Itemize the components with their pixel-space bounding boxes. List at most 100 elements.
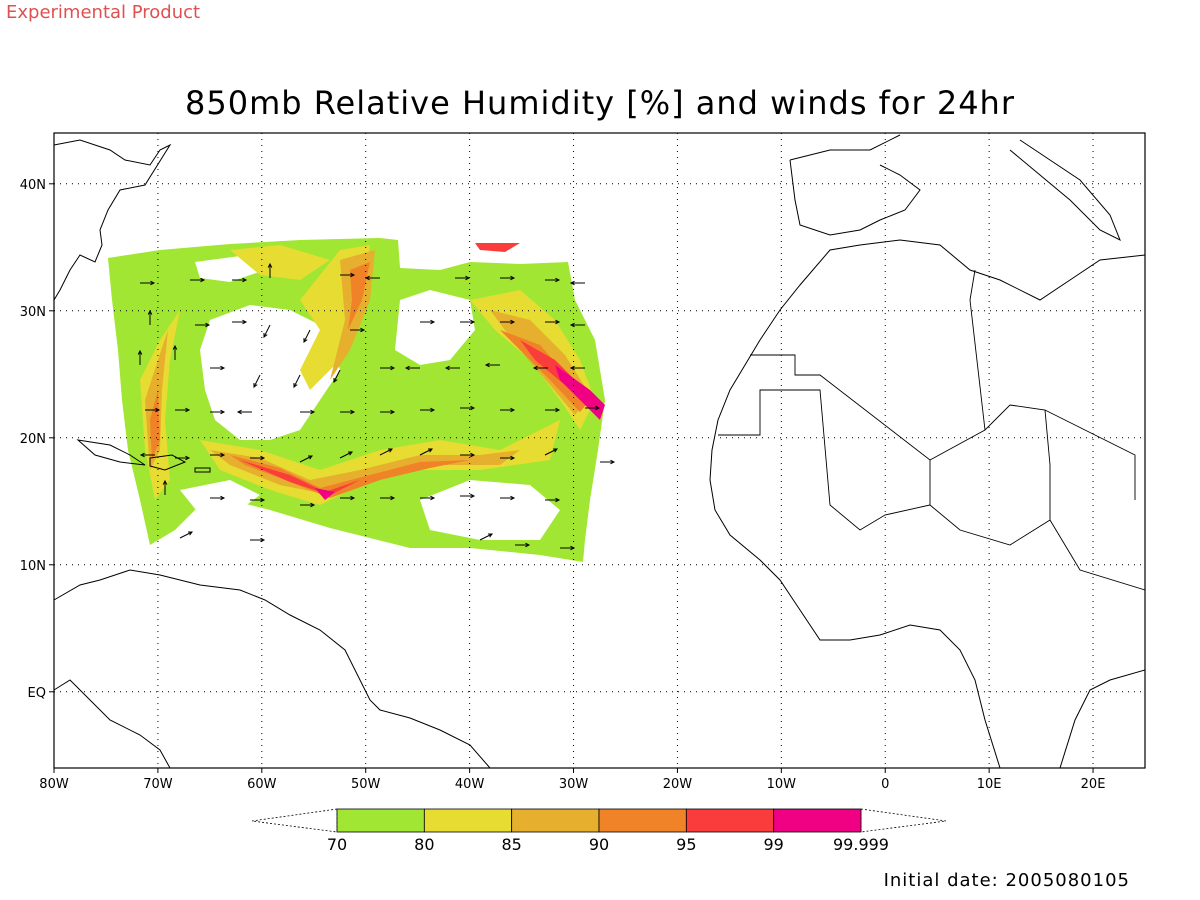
wind-arrow bbox=[253, 374, 261, 388]
wind-arrow bbox=[293, 374, 301, 388]
colorbar-swatch bbox=[423, 808, 513, 833]
x-tick-label: 20E bbox=[1081, 777, 1106, 792]
iberia-coast bbox=[789, 134, 921, 236]
colorbar-level-label: 70 bbox=[327, 835, 347, 854]
wind-arrow bbox=[404, 365, 420, 371]
wind-arrow bbox=[340, 272, 356, 278]
rh-band-90-a bbox=[230, 455, 470, 498]
wind-arrow bbox=[303, 329, 311, 343]
y-tick-label: 30N bbox=[20, 305, 46, 320]
wind-arrow bbox=[545, 319, 561, 325]
wind-arrow bbox=[569, 280, 585, 286]
wind-arrow bbox=[544, 448, 558, 456]
experimental-product-label: Experimental Product bbox=[6, 2, 201, 23]
wind-arrow bbox=[380, 365, 396, 371]
wind-arrow bbox=[455, 275, 471, 281]
rh-band-90-b bbox=[500, 330, 590, 412]
wind-arrow bbox=[210, 365, 226, 371]
rh-band-95-c bbox=[475, 243, 520, 252]
colorbar-level-label: 99.999 bbox=[833, 835, 889, 854]
wind-arrow bbox=[147, 309, 153, 325]
wind-arrow bbox=[569, 322, 585, 328]
puerto-rico-outline bbox=[194, 467, 211, 473]
italy-coast bbox=[1009, 139, 1121, 242]
x-tick-label: 70W bbox=[143, 777, 173, 792]
wind-arrow bbox=[500, 455, 516, 461]
y-tick-label: 10N bbox=[20, 559, 46, 574]
wind-arrow bbox=[585, 405, 601, 411]
wind-arrow bbox=[179, 531, 193, 539]
map-title: 850mb Relative Humidity [%] and winds fo… bbox=[185, 84, 1015, 122]
x-tick-label: 0 bbox=[881, 777, 889, 792]
wind-arrow bbox=[560, 545, 576, 551]
wind-arrow bbox=[569, 365, 585, 371]
wind-arrow bbox=[420, 407, 436, 413]
wind-arrow bbox=[232, 277, 248, 283]
wind-vectors bbox=[137, 262, 616, 551]
y-tick-label: EQ bbox=[28, 686, 46, 701]
x-tick-label: 10W bbox=[767, 777, 797, 792]
coastlines bbox=[53, 134, 1146, 769]
wind-arrow bbox=[250, 537, 266, 543]
wind-arrow bbox=[232, 319, 248, 325]
rh-band-90-c bbox=[150, 390, 160, 460]
x-tick-label: 60W bbox=[247, 777, 277, 792]
wind-arrow bbox=[333, 369, 341, 383]
north-america-coast bbox=[53, 139, 172, 301]
wind-arrow bbox=[420, 495, 436, 501]
wind-arrow bbox=[299, 455, 313, 463]
africa-coast bbox=[709, 239, 1146, 769]
colorbar-swatch bbox=[773, 808, 862, 833]
wind-arrow bbox=[600, 459, 616, 465]
wind-arrow bbox=[515, 542, 531, 548]
colorbar-level-label: 85 bbox=[501, 835, 521, 854]
wind-arrow bbox=[300, 409, 316, 415]
x-tick-label: 80W bbox=[39, 777, 69, 792]
colorbar-swatch bbox=[511, 808, 600, 833]
colorbar-right-arrow bbox=[860, 808, 947, 833]
wind-arrow bbox=[545, 277, 561, 283]
initial-date: Initial date: 2005080105 bbox=[883, 870, 1130, 891]
wind-arrow bbox=[364, 275, 380, 281]
x-tick-label: 10E bbox=[977, 777, 1002, 792]
wind-arrow bbox=[340, 409, 356, 415]
x-tick-label: 20W bbox=[663, 777, 693, 792]
africa-east-coast bbox=[1059, 669, 1146, 769]
central-america-coast bbox=[53, 679, 171, 769]
wind-arrow bbox=[210, 452, 226, 458]
cuba-outline bbox=[76, 439, 146, 466]
x-tick-label: 30W bbox=[559, 777, 589, 792]
wind-arrow bbox=[420, 319, 436, 325]
wind-arrow bbox=[380, 495, 396, 501]
wind-arrow bbox=[340, 495, 356, 501]
wind-arrow bbox=[263, 324, 271, 338]
wind-arrow bbox=[210, 495, 226, 501]
y-tick-label: 20N bbox=[20, 432, 46, 447]
rh-gap-center bbox=[200, 305, 340, 440]
colorbar-swatch bbox=[336, 808, 425, 833]
wind-arrow bbox=[379, 448, 393, 456]
wind-arrow bbox=[175, 455, 191, 461]
wind-arrow bbox=[140, 280, 156, 286]
wind-arrow bbox=[267, 262, 273, 278]
wind-arrow bbox=[500, 407, 516, 413]
rh-band-99-b bbox=[315, 488, 335, 500]
x-tick-label: 40W bbox=[455, 777, 485, 792]
colorbar: 70 80 85 90 95 99 99.999 bbox=[251, 808, 947, 854]
wind-arrow bbox=[479, 533, 493, 541]
wind-arrow bbox=[545, 497, 561, 503]
x-tick-label: 50W bbox=[351, 777, 381, 792]
wind-arrow bbox=[460, 405, 476, 411]
colorbar-level-label: 80 bbox=[414, 835, 434, 854]
wind-arrow bbox=[460, 319, 476, 325]
rh-gap-east bbox=[395, 290, 475, 365]
wind-arrow bbox=[175, 407, 191, 413]
colorbar-level-label: 90 bbox=[589, 835, 609, 854]
wind-arrow bbox=[532, 365, 548, 371]
wind-arrow bbox=[339, 451, 353, 459]
colorbar-swatch bbox=[598, 808, 687, 833]
colorbar-level-label: 99 bbox=[763, 835, 783, 854]
africa-borders bbox=[718, 269, 1146, 591]
map-frame bbox=[53, 132, 1146, 769]
